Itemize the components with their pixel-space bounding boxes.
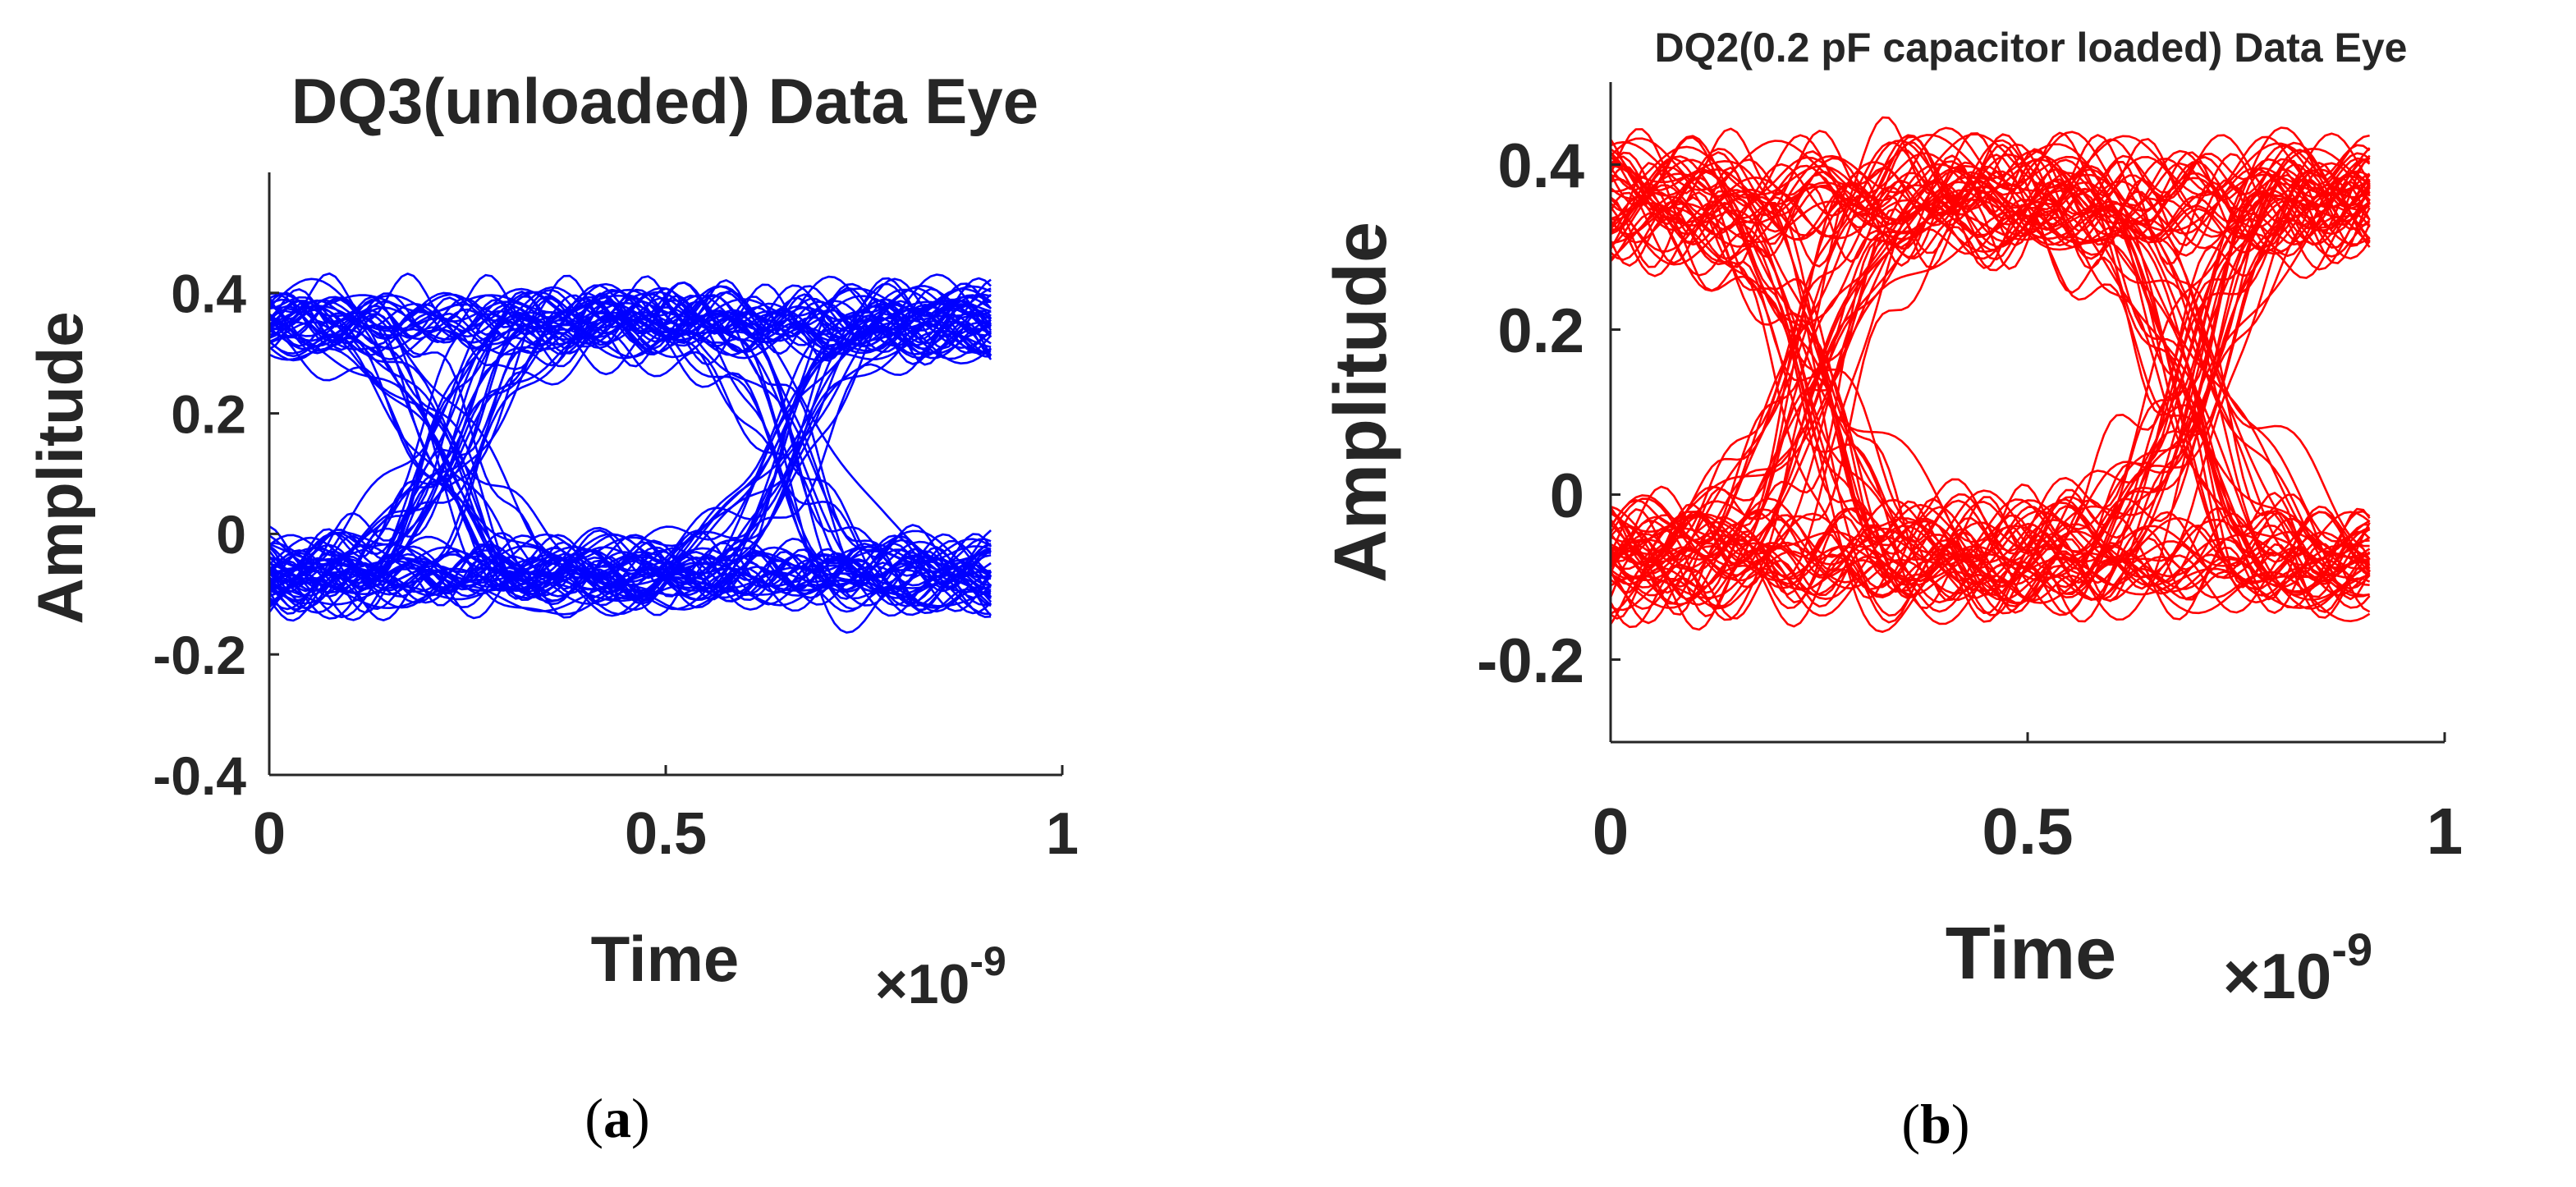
chart-a-trace bbox=[268, 313, 992, 613]
chart-b-trace bbox=[1610, 173, 2371, 599]
chart-b-trace bbox=[1610, 162, 2371, 571]
chart-b-ytick-label: 0 bbox=[1550, 461, 1584, 531]
chart-b-trace bbox=[1609, 181, 2371, 567]
chart-b-trace bbox=[1610, 163, 2371, 625]
chart-b-trace bbox=[1610, 155, 2371, 615]
chart-b-x-ticks: 0 0.5 1 bbox=[1593, 732, 2464, 868]
chart-a-ytick-label: 0 bbox=[216, 504, 246, 565]
chart-b-trace bbox=[1610, 154, 2371, 569]
chart-a-trace bbox=[268, 336, 992, 575]
chart-a-x-ticks: 0 0.5 1 bbox=[253, 765, 1079, 867]
chart-b-trace bbox=[1609, 178, 2371, 616]
chart-b-title: DQ2(0.2 pF capacitor loaded) Data Eye bbox=[1655, 25, 2408, 71]
chart-a-trace bbox=[268, 294, 992, 588]
chart-b-trace bbox=[1610, 196, 2370, 610]
chart-b-trace bbox=[1610, 169, 2371, 562]
chart-b-traces bbox=[1609, 116, 2371, 633]
chart-b-trace bbox=[1609, 543, 2371, 631]
chart-b-trace bbox=[1610, 163, 2371, 584]
chart-b-xtick-label: 0 bbox=[1593, 795, 1629, 868]
chart-a-trace bbox=[268, 273, 992, 619]
chart-b-trace bbox=[1610, 126, 2371, 588]
chart-a-ytick-label: 0.4 bbox=[171, 264, 246, 324]
chart-b-trace bbox=[1610, 529, 2370, 582]
chart-b-caption-letter: b bbox=[1920, 1093, 1951, 1155]
chart-a: DQ3(unloaded) Data Eye -0.4 -0.2 0 0.2 0.4 0… bbox=[24, 65, 1079, 1149]
chart-a-trace bbox=[268, 548, 992, 597]
chart-a-caption-letter: a bbox=[603, 1087, 631, 1149]
chart-a-ylabel: Amplitude bbox=[24, 311, 96, 624]
chart-a-trace bbox=[268, 300, 992, 594]
chart-b-trace bbox=[1609, 158, 2371, 598]
chart-b-trace bbox=[1610, 173, 2370, 594]
chart-a-traces bbox=[268, 272, 992, 634]
chart-b-xtick-label: 0.5 bbox=[1982, 795, 2073, 868]
chart-a-ytick-label: 0.2 bbox=[171, 383, 246, 444]
chart-b-caption: (b) bbox=[1901, 1093, 1969, 1155]
chart-b-trace bbox=[1609, 174, 2371, 617]
chart-b-x-exponent-power: -9 bbox=[2331, 923, 2372, 975]
chart-b-x-exponent-base: ×10 bbox=[2223, 940, 2331, 1012]
chart-b-ytick-label: 0.2 bbox=[1497, 296, 1584, 366]
chart-a-trace bbox=[268, 294, 992, 563]
chart-b-trace bbox=[1609, 172, 2371, 528]
chart-a-trace bbox=[268, 321, 992, 617]
chart-a-xlabel: Time bbox=[591, 923, 740, 995]
chart-b-trace bbox=[1610, 183, 2371, 559]
chart-a-trace bbox=[268, 288, 992, 342]
chart-a-xtick-label: 1 bbox=[1046, 801, 1079, 867]
chart-a-trace bbox=[268, 529, 992, 621]
chart-a-title: DQ3(unloaded) Data Eye bbox=[291, 65, 1038, 137]
chart-b-trace bbox=[1610, 126, 2371, 585]
chart-b-trace bbox=[1609, 148, 2371, 573]
chart-b-xlabel: Time bbox=[1946, 913, 2116, 995]
chart-b-trace bbox=[1610, 211, 2370, 597]
chart-b-trace bbox=[1609, 127, 2370, 613]
chart-b-trace bbox=[1610, 186, 2371, 606]
chart-a-trace bbox=[268, 545, 992, 598]
chart-b-trace bbox=[1610, 170, 2371, 556]
chart-b-trace bbox=[1609, 136, 2371, 614]
chart-a-y-ticks: -0.4 -0.2 0 0.2 0.4 bbox=[153, 264, 279, 806]
chart-a-trace bbox=[268, 540, 992, 609]
chart-b-y-ticks: -0.2 0 0.2 0.4 bbox=[1477, 131, 1620, 696]
chart-a-trace bbox=[268, 539, 992, 611]
chart-a-trace bbox=[268, 299, 992, 349]
chart-b-ytick-label: -0.2 bbox=[1477, 626, 1584, 696]
chart-a-trace bbox=[268, 285, 992, 616]
chart-a-trace bbox=[268, 307, 992, 615]
chart-a-xtick-label: 0.5 bbox=[625, 801, 707, 867]
chart-a-ytick-label: -0.4 bbox=[153, 745, 246, 806]
chart-b-ylabel: Amplitude bbox=[1320, 222, 1402, 583]
chart-b-trace bbox=[1609, 213, 2371, 629]
chart-b-ytick-label: 0.4 bbox=[1497, 131, 1584, 201]
chart-a-trace bbox=[268, 329, 992, 592]
chart-a-xtick-label: 0 bbox=[253, 801, 286, 867]
chart-b-trace bbox=[1610, 152, 2371, 579]
chart-b-x-exponent: ×10-9 bbox=[2223, 923, 2372, 1012]
chart-b-trace bbox=[1610, 133, 2371, 260]
chart-b-trace bbox=[1609, 134, 2370, 246]
chart-b-trace bbox=[1609, 144, 2371, 214]
chart-a-x-exponent-power: -9 bbox=[969, 938, 1006, 984]
chart-b-trace bbox=[1610, 195, 2371, 258]
chart-a-trace bbox=[268, 282, 992, 347]
chart-b-trace bbox=[1610, 156, 2370, 609]
chart-b-trace bbox=[1609, 140, 2370, 548]
chart-a-x-exponent-base: ×10 bbox=[875, 953, 969, 1015]
chart-b-xtick-label: 1 bbox=[2427, 795, 2464, 868]
chart-a-trace bbox=[268, 298, 992, 584]
chart-a-caption: (a) bbox=[584, 1087, 649, 1149]
chart-b: DQ2(0.2 pF capacitor loaded) Data Eye -0… bbox=[1320, 25, 2463, 1155]
chart-a-x-exponent: ×10-9 bbox=[875, 938, 1006, 1015]
chart-a-ytick-label: -0.2 bbox=[153, 625, 246, 685]
